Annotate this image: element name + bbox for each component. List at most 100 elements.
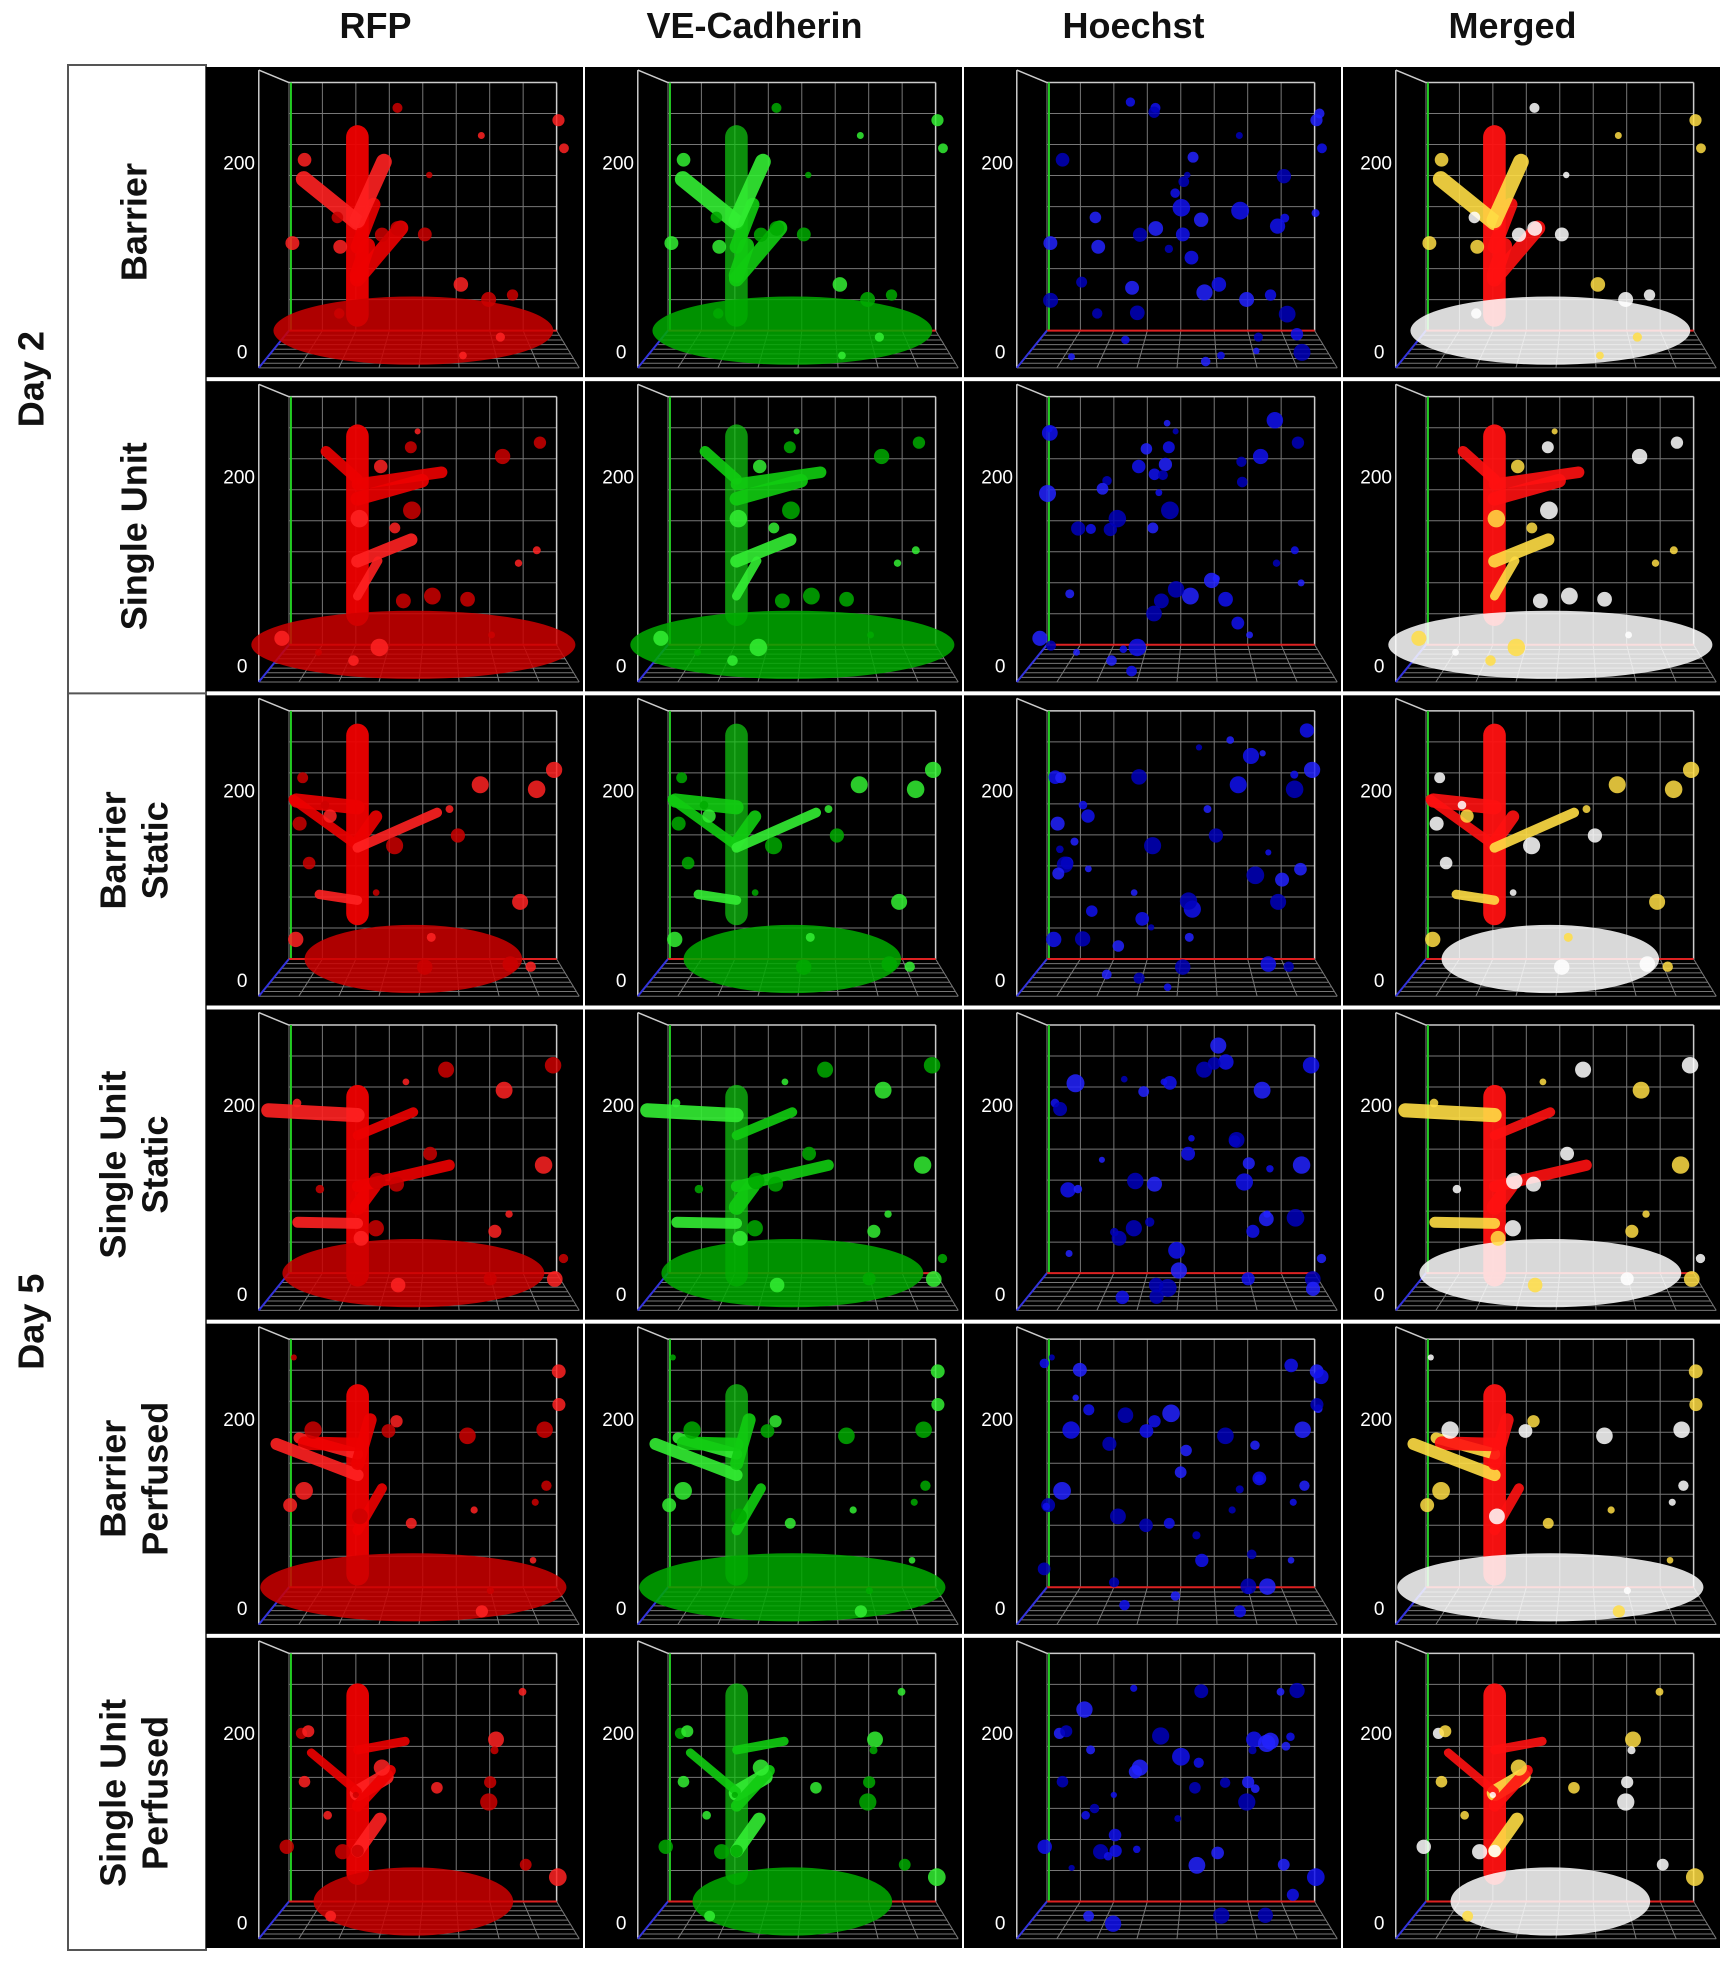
- cell: [1163, 983, 1172, 992]
- cell: [1617, 1793, 1635, 1811]
- floor-line: [556, 1901, 580, 1939]
- cell: [1294, 862, 1307, 876]
- z-axis: [258, 1900, 290, 1940]
- cell: [662, 1498, 677, 1513]
- axis-label: 0: [995, 971, 1006, 992]
- cell: [938, 143, 948, 154]
- axis-label: 200: [602, 153, 634, 174]
- cell: [1669, 546, 1678, 555]
- cell: [671, 816, 686, 831]
- cell: [768, 522, 780, 534]
- cell: [1487, 509, 1506, 528]
- cell: [450, 828, 466, 843]
- box-edge: [1016, 383, 1048, 398]
- cell: [867, 1224, 881, 1238]
- axis-label: 200: [223, 153, 255, 174]
- cell: [1689, 114, 1702, 127]
- cell: [1168, 1241, 1186, 1259]
- cell: [1152, 1727, 1170, 1745]
- vessel-base: [282, 1239, 545, 1308]
- cell: [483, 1272, 497, 1286]
- cell: [1682, 761, 1700, 779]
- cell: [1120, 1075, 1128, 1083]
- cell: [1554, 227, 1569, 242]
- cell: [545, 761, 563, 779]
- cell: [370, 638, 389, 657]
- cell: [704, 1910, 716, 1922]
- cell: [470, 1506, 478, 1514]
- axis-label: 0: [1374, 971, 1385, 992]
- column-header: Hoechst: [1062, 5, 1204, 46]
- cell: [1170, 1591, 1181, 1601]
- cell: [1510, 1759, 1527, 1776]
- cell: [1172, 428, 1179, 435]
- cell: [912, 436, 926, 449]
- cell: [1607, 1506, 1615, 1514]
- cell: [1098, 1156, 1105, 1163]
- cell: [1039, 1358, 1050, 1369]
- cell: [1620, 1272, 1634, 1286]
- cell: [1439, 856, 1453, 870]
- cell: [1045, 640, 1057, 651]
- floor-line: [1280, 1587, 1298, 1625]
- branch: [730, 533, 797, 568]
- cell: [869, 1746, 878, 1755]
- cell: [405, 1517, 417, 1529]
- cell: [1053, 1481, 1071, 1500]
- vessel-base: [1388, 610, 1713, 679]
- cell: [1291, 436, 1305, 449]
- branch: [297, 1436, 365, 1452]
- branch: [349, 238, 376, 283]
- cell: [505, 1210, 513, 1218]
- cell: [1266, 412, 1284, 429]
- cell: [1490, 1230, 1506, 1246]
- cell: [475, 1605, 488, 1618]
- cell: [1147, 1176, 1163, 1192]
- axis-label: 0: [995, 1285, 1006, 1306]
- cell: [1670, 436, 1684, 449]
- cell: [1212, 574, 1220, 583]
- cell: [1287, 1556, 1295, 1564]
- cell: [1452, 648, 1459, 656]
- cell: [1148, 1415, 1161, 1428]
- cell: [373, 459, 388, 474]
- cell: [897, 1687, 906, 1696]
- cell: [784, 1517, 796, 1529]
- cell: [1509, 889, 1517, 896]
- cell: [1226, 736, 1235, 744]
- cell: [290, 1354, 297, 1361]
- cell: [323, 1810, 332, 1820]
- cell: [1181, 587, 1199, 605]
- cell: [417, 227, 432, 242]
- axis-label: 200: [1360, 153, 1392, 174]
- cell: [874, 1081, 892, 1099]
- vessel: [1483, 723, 1506, 926]
- cell: [302, 856, 316, 870]
- vessel-base: [313, 1867, 514, 1936]
- cell: [802, 587, 820, 605]
- cell: [753, 227, 769, 242]
- branch: [349, 1177, 382, 1215]
- branch: [352, 1107, 419, 1141]
- branch: [261, 1103, 365, 1123]
- cell: [1689, 1398, 1703, 1412]
- vessel-base: [639, 1553, 946, 1622]
- cell: [1128, 638, 1147, 657]
- floor-line: [1314, 958, 1338, 997]
- cell: [850, 776, 868, 794]
- cell: [1181, 1146, 1196, 1161]
- z-axis: [637, 958, 669, 997]
- cell: [373, 1759, 390, 1776]
- cell: [1250, 1440, 1260, 1451]
- cell: [395, 593, 411, 609]
- floor-line: [1280, 1272, 1298, 1311]
- group-label: Day 5: [11, 1274, 52, 1370]
- branch: [731, 1107, 798, 1141]
- cell: [1441, 1421, 1459, 1439]
- vessel-base: [683, 924, 902, 994]
- cell: [1132, 227, 1148, 242]
- cell: [1139, 1424, 1154, 1438]
- cell: [1081, 809, 1095, 823]
